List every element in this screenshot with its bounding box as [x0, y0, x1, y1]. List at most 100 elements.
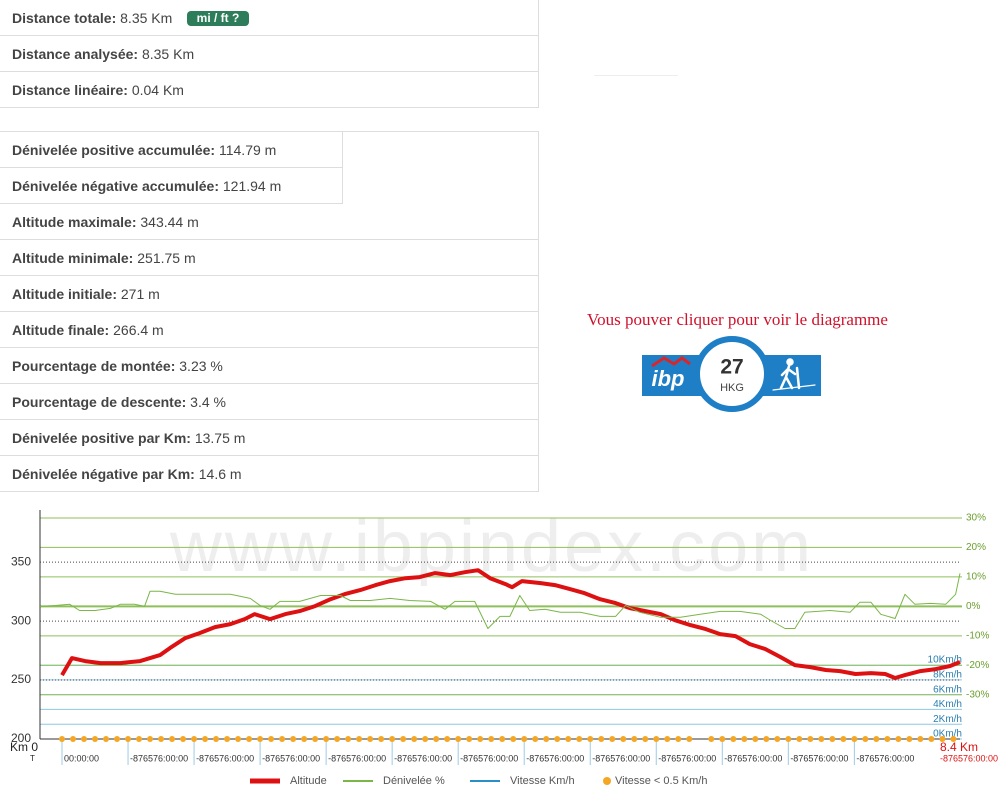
- y-tick-label: 300: [11, 613, 31, 627]
- slow-point: [114, 736, 121, 742]
- stat-row: Pourcentage de descente: 3.4 %: [0, 384, 538, 420]
- slow-point: [620, 736, 627, 742]
- slow-point: [246, 736, 253, 742]
- slow-point: [873, 736, 880, 742]
- legend-label: Altitude: [290, 775, 327, 787]
- stat-label: Dénivelée négative par Km:: [12, 466, 195, 482]
- stat-label: Distance linéaire:: [12, 82, 128, 98]
- speed-tick-label: 0Km/h: [933, 729, 962, 740]
- slow-point: [642, 736, 649, 742]
- slow-point: [378, 736, 385, 742]
- slow-point: [477, 736, 484, 742]
- slow-point: [906, 736, 913, 742]
- percent-tick-label: 30%: [966, 513, 986, 524]
- y-tick-label: 250: [11, 672, 31, 686]
- badge-circle: [694, 336, 770, 412]
- slow-point: [818, 736, 825, 742]
- slow-point: [235, 736, 242, 742]
- speed-tick-label: 4Km/h: [933, 699, 962, 710]
- summary-table: Distance totale: 8.35 Km mi / ft ? Distanc…: [0, 0, 539, 108]
- stat-value: 114.79 m: [218, 142, 277, 158]
- slow-point: [653, 736, 660, 742]
- x-tick-label: -876576:00:00: [460, 753, 518, 763]
- x-tick-label: -876576:00:00: [262, 753, 320, 763]
- slow-point: [741, 736, 748, 742]
- stat-value: 343.44 m: [140, 214, 199, 230]
- x-start-label: Km 0: [10, 740, 38, 754]
- ibp-badge[interactable]: ibp 27 HKG: [642, 336, 822, 414]
- stat-label: Dénivelée négative accumulée:: [12, 178, 219, 194]
- x-tick-label: -876576:00:00: [658, 753, 716, 763]
- stat-value: 0.04 Km: [131, 82, 184, 98]
- slow-point: [455, 736, 462, 742]
- slow-point: [499, 736, 506, 742]
- x-tick-label: -876576:00:00: [130, 753, 188, 763]
- slow-point: [829, 736, 836, 742]
- x-tick-label: 00:00:00: [64, 753, 99, 763]
- x-tick-label: -876576:00:00: [724, 753, 782, 763]
- slow-point: [356, 736, 363, 742]
- stat-label: Pourcentage de montée:: [12, 358, 176, 374]
- percent-tick-label: 10%: [966, 572, 986, 583]
- stat-value: 3.4 %: [190, 394, 226, 410]
- slow-point: [125, 736, 132, 742]
- slow-point: [334, 736, 341, 742]
- x-tick-label: -876576:00:00: [526, 753, 584, 763]
- stat-label: Altitude finale:: [12, 322, 110, 338]
- slow-point: [279, 736, 286, 742]
- percent-tick-label: -20%: [966, 660, 989, 671]
- stat-value: 8.35 Km: [141, 46, 195, 62]
- speed-tick-label: 8Km/h: [933, 669, 962, 680]
- x-tick-label: -876576:00:00: [328, 753, 386, 763]
- stat-value: 3.23 %: [179, 358, 223, 374]
- y-tick-label: 350: [11, 554, 31, 568]
- slow-point: [136, 736, 143, 742]
- slow-point: [950, 736, 957, 742]
- slow-point: [752, 736, 759, 742]
- slow-point: [59, 736, 66, 742]
- slow-point: [609, 736, 616, 742]
- slow-point: [576, 736, 583, 742]
- slow-point: [895, 736, 902, 742]
- legend-label: Vitesse Km/h: [510, 775, 575, 787]
- legend-swatch: [603, 777, 611, 785]
- slow-point: [521, 736, 528, 742]
- slow-point: [510, 736, 517, 742]
- slow-point: [202, 736, 209, 742]
- slow-point: [213, 736, 220, 742]
- slow-point: [81, 736, 88, 742]
- slow-point: [290, 736, 297, 742]
- slow-point: [686, 736, 693, 742]
- slow-point: [708, 736, 715, 742]
- slow-point: [763, 736, 770, 742]
- diagram-link[interactable]: Vous pouver cliquer pour voir le diagram…: [587, 310, 888, 329]
- unit-toggle-button[interactable]: mi / ft ?: [187, 11, 249, 26]
- slow-point: [598, 736, 605, 742]
- stat-value: 121.94 m: [222, 178, 282, 194]
- slow-point: [103, 736, 110, 742]
- slow-point: [917, 736, 924, 742]
- slow-point: [70, 736, 77, 742]
- stat-label: Altitude maximale:: [12, 214, 137, 230]
- stat-value: 266.4 m: [113, 322, 164, 338]
- slow-point: [554, 736, 561, 742]
- stat-row: Altitude minimale: 251.75 m: [0, 240, 538, 276]
- x-tick-label: -876576:00:00: [790, 753, 848, 763]
- slow-point: [433, 736, 440, 742]
- series-line: [60, 568, 961, 680]
- slow-point: [422, 736, 429, 742]
- slow-point: [587, 736, 594, 742]
- x-tick-label: -876576:00:00: [196, 753, 254, 763]
- separator: [594, 75, 678, 76]
- slow-point: [158, 736, 165, 742]
- slow-point: [147, 736, 154, 742]
- slow-point: [191, 736, 198, 742]
- stat-label: Altitude minimale:: [12, 250, 134, 266]
- stat-label: Distance analysée:: [12, 46, 139, 62]
- slow-point: [301, 736, 308, 742]
- slow-point: [224, 736, 231, 742]
- slow-point: [851, 736, 858, 742]
- slow-point: [389, 736, 396, 742]
- slow-point: [488, 736, 495, 742]
